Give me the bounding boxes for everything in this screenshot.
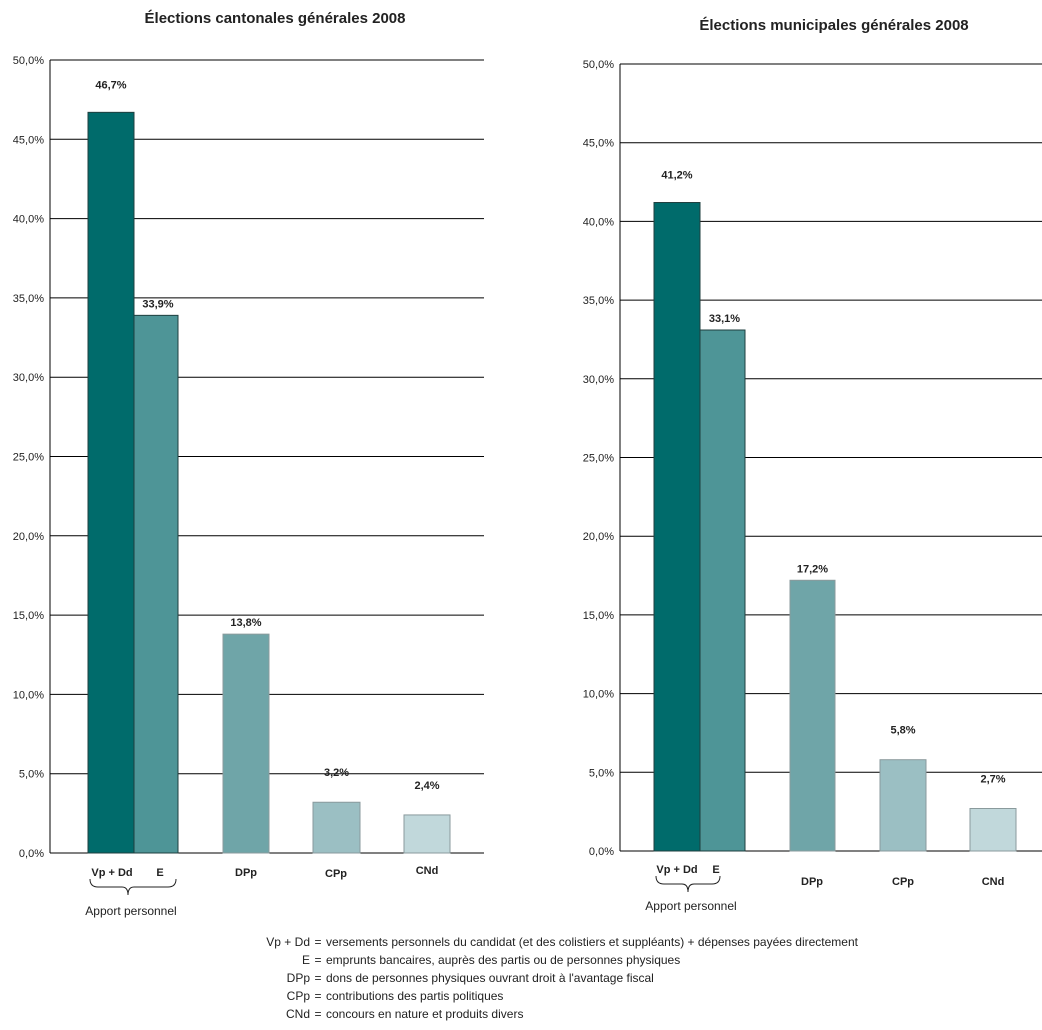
y-tick-label: 15,0% bbox=[583, 610, 614, 622]
category-label: Vp + Dd bbox=[91, 867, 132, 879]
legend-key: E bbox=[243, 951, 310, 969]
y-tick-label: 10,0% bbox=[13, 689, 44, 701]
bar-cpp bbox=[313, 802, 360, 853]
y-tick-label: 5,0% bbox=[589, 767, 614, 779]
category-label: Vp + Dd bbox=[656, 864, 697, 876]
y-tick-label: 0,0% bbox=[589, 846, 614, 858]
bar-cpp bbox=[880, 760, 926, 851]
bar-dpp bbox=[790, 580, 835, 851]
category-label: E bbox=[156, 867, 163, 879]
data-label: 5,8% bbox=[890, 725, 915, 737]
data-label: 33,9% bbox=[142, 298, 173, 310]
brace-icon bbox=[90, 879, 176, 895]
y-tick-label: 50,0% bbox=[13, 55, 44, 67]
category-label: DPp bbox=[235, 867, 257, 879]
y-tick-label: 40,0% bbox=[583, 216, 614, 228]
y-tick-label: 45,0% bbox=[13, 134, 44, 146]
chart-2: Élections municipales générales 2008 0,0%… bbox=[583, 17, 1042, 913]
y-tick-label: 35,0% bbox=[13, 293, 44, 305]
data-label: 46,7% bbox=[95, 79, 126, 91]
legend-key: CPp bbox=[243, 987, 310, 1005]
data-label: 2,4% bbox=[414, 780, 439, 792]
legend-equals: = bbox=[310, 1005, 326, 1023]
y-tick-label: 15,0% bbox=[13, 610, 44, 622]
charts-canvas: Élections cantonales générales 2008 0,0% 5… bbox=[0, 0, 1042, 925]
group-label: Apport personnel bbox=[85, 904, 176, 918]
chart-1: Élections cantonales générales 2008 0,0% 5… bbox=[13, 10, 484, 918]
category-label: CPp bbox=[325, 868, 347, 880]
legend-equals: = bbox=[310, 969, 326, 987]
category-label: E bbox=[712, 864, 719, 876]
bar-e bbox=[700, 330, 745, 851]
group-label: Apport personnel bbox=[645, 899, 736, 913]
category-label: CPp bbox=[892, 876, 914, 888]
bar-vp-dd bbox=[654, 203, 700, 851]
bar-cnd bbox=[404, 815, 450, 853]
bar-dpp bbox=[223, 634, 269, 853]
legend-row: Vp + Dd = versements personnels du candida… bbox=[243, 933, 858, 951]
legend-text: contributions des partis politiques bbox=[326, 987, 503, 1005]
legend-row: DPp = dons de personnes physiques ouvrant … bbox=[243, 969, 858, 987]
bar-e bbox=[134, 315, 178, 853]
legend-equals: = bbox=[310, 951, 326, 969]
legend-row: CNd = concours en nature et produits diver… bbox=[243, 1005, 858, 1023]
legend-text: emprunts bancaires, auprès des partis ou… bbox=[326, 951, 680, 969]
y-tick-label: 40,0% bbox=[13, 214, 44, 226]
legend-key: CNd bbox=[243, 1005, 310, 1023]
category-label: DPp bbox=[801, 876, 823, 888]
legend-row: E = emprunts bancaires, auprès des partis … bbox=[243, 951, 858, 969]
y-tick-label: 50,0% bbox=[583, 59, 614, 71]
legend-key: DPp bbox=[243, 969, 310, 987]
y-tick-label: 25,0% bbox=[13, 452, 44, 464]
brace-icon bbox=[656, 876, 720, 892]
legend-text: concours en nature et produits divers bbox=[326, 1005, 523, 1023]
category-label: CNd bbox=[416, 865, 439, 877]
y-tick-label: 20,0% bbox=[583, 531, 614, 543]
legend-equals: = bbox=[310, 987, 326, 1005]
data-label: 3,2% bbox=[324, 767, 349, 779]
chart-title: Élections municipales générales 2008 bbox=[699, 17, 968, 34]
data-label: 13,8% bbox=[230, 617, 261, 629]
legend-equals: = bbox=[310, 933, 326, 951]
data-label: 2,7% bbox=[980, 774, 1005, 786]
category-label: CNd bbox=[982, 876, 1005, 888]
y-tick-label: 30,0% bbox=[13, 372, 44, 384]
data-label: 33,1% bbox=[709, 313, 740, 325]
chart-title: Élections cantonales générales 2008 bbox=[145, 10, 406, 27]
legend-text: versements personnels du candidat (et de… bbox=[326, 933, 858, 951]
y-tick-label: 20,0% bbox=[13, 531, 44, 543]
y-tick-label: 45,0% bbox=[583, 138, 614, 150]
y-tick-label: 5,0% bbox=[19, 769, 44, 781]
y-tick-label: 30,0% bbox=[583, 374, 614, 386]
legend-row: CPp = contributions des partis politiques bbox=[243, 987, 858, 1005]
y-tick-label: 25,0% bbox=[583, 453, 614, 465]
legend: Vp + Dd = versements personnels du candida… bbox=[243, 933, 858, 1023]
legend-key: Vp + Dd bbox=[243, 933, 310, 951]
bar-cnd bbox=[970, 809, 1016, 851]
y-tick-label: 0,0% bbox=[19, 848, 44, 860]
data-label: 17,2% bbox=[797, 563, 828, 575]
y-tick-label: 10,0% bbox=[583, 689, 614, 701]
y-tick-label: 35,0% bbox=[583, 295, 614, 307]
legend-text: dons de personnes physiques ouvrant droi… bbox=[326, 969, 654, 987]
data-label: 41,2% bbox=[661, 170, 692, 182]
bar-vp-dd bbox=[88, 112, 134, 853]
